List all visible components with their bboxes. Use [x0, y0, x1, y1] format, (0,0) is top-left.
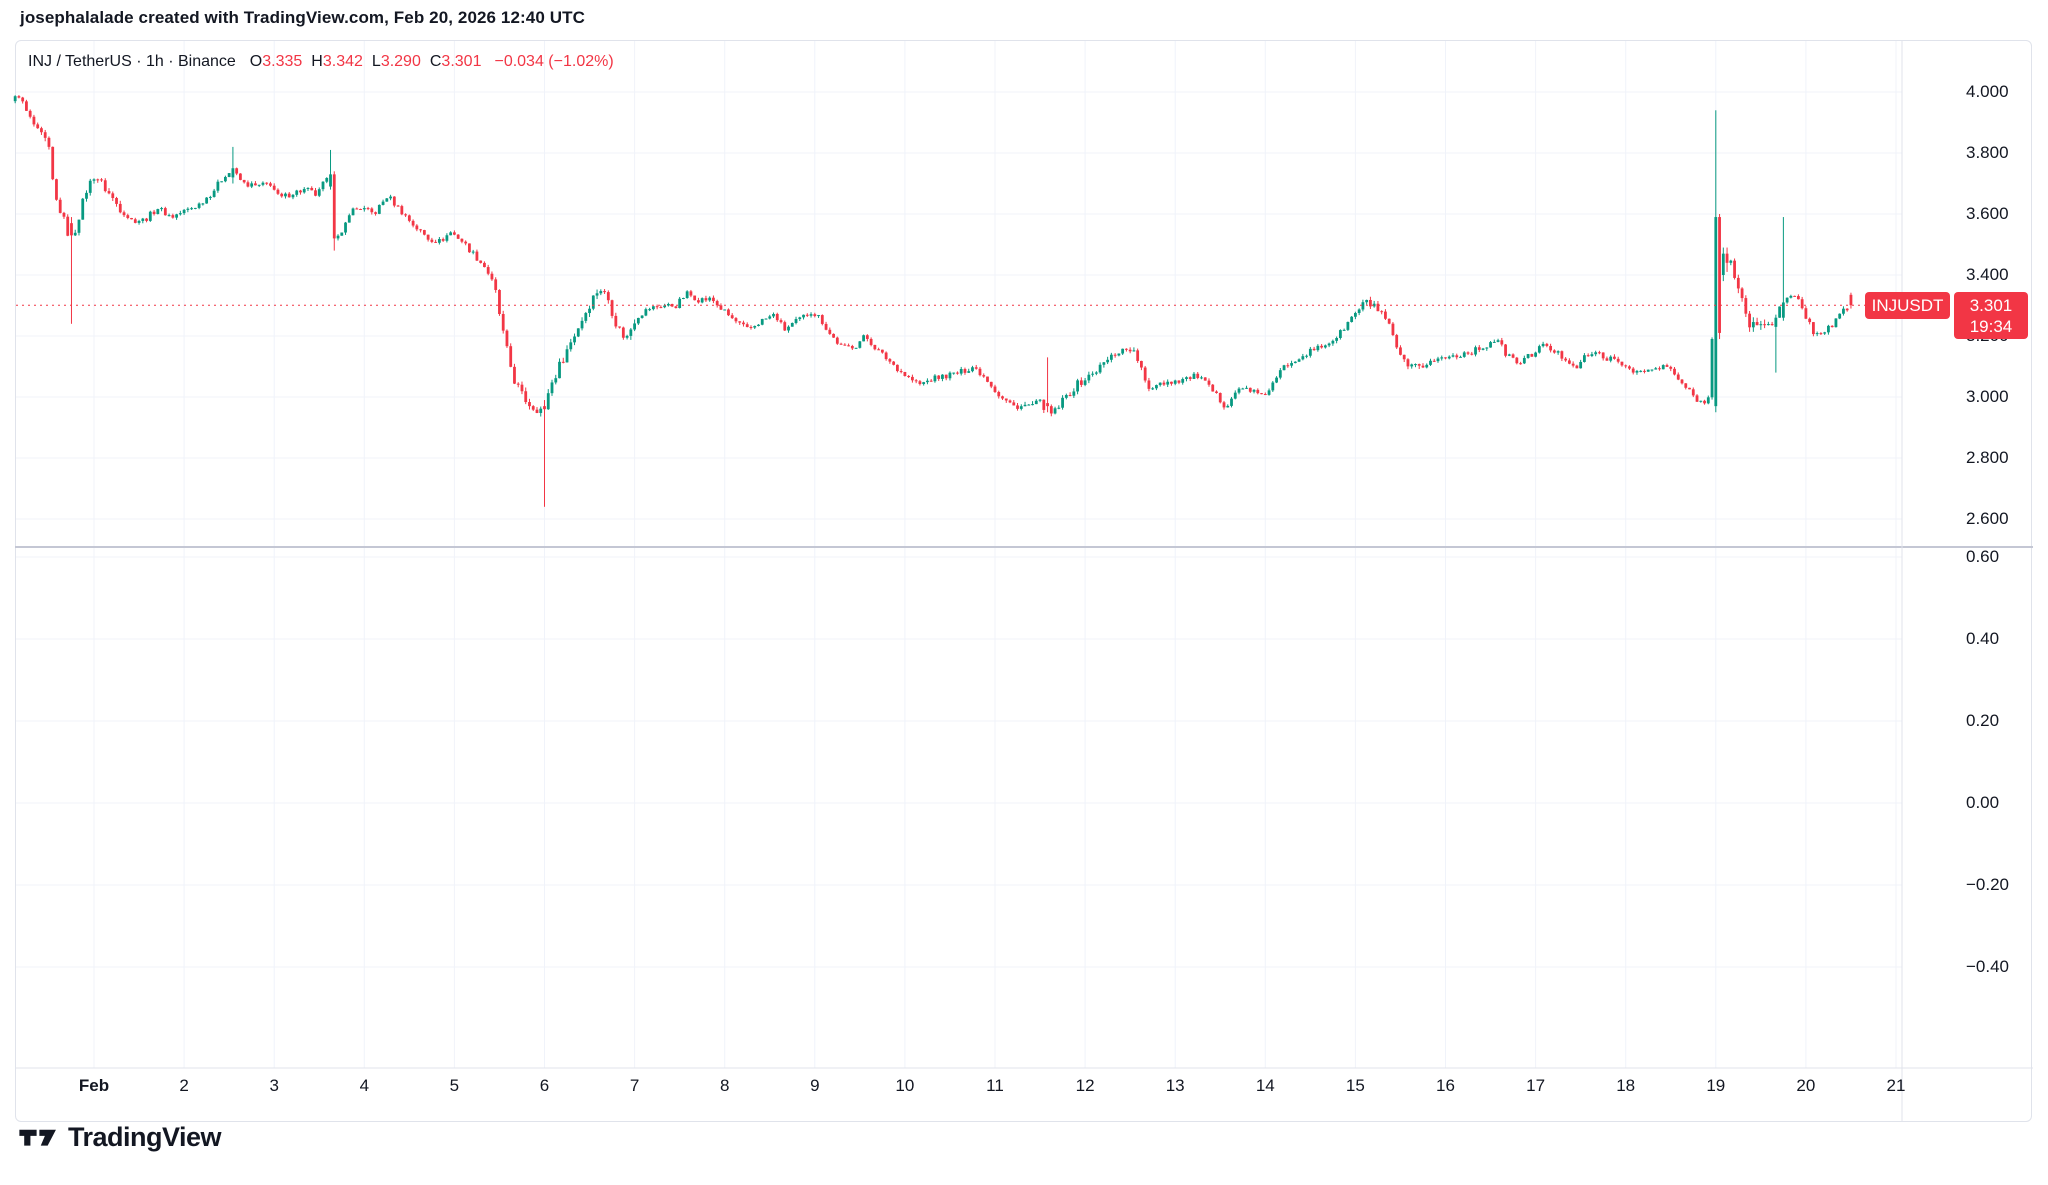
legend-ohlc-c: C3.301: [429, 53, 482, 70]
legend-ohlc-h: H3.342: [311, 53, 363, 70]
bar-countdown: 19:34: [1969, 316, 2013, 336]
time-tick-label: 16: [1436, 1076, 1455, 1095]
time-tick-label: 7: [629, 1076, 640, 1095]
candles-down: [17, 95, 1853, 507]
time-tick-label: 8: [719, 1076, 730, 1095]
price-tick-label: 2.800: [1966, 448, 2009, 467]
time-tick-label: 6: [539, 1076, 550, 1095]
price-tick-label: 2.600: [1966, 509, 2009, 528]
time-tick-label: Feb: [78, 1076, 110, 1095]
price-tick-label: 3.600: [1966, 204, 2009, 223]
legend-ohlc-values: O3.335 H3.342 L3.290 C3.301: [250, 53, 491, 70]
time-tick-label: 18: [1616, 1076, 1636, 1095]
symbol-price-tag-text: INJUSDT: [1871, 295, 1944, 315]
time-tick-label: 9: [810, 1076, 820, 1095]
indicator-tick-label: −0.40: [1966, 957, 2010, 976]
tradingview-logo[interactable]: TradingView: [18, 1122, 222, 1153]
time-tick-label: 3: [269, 1076, 279, 1095]
tradingview-logo-icon: [19, 1129, 56, 1146]
indicator-tick-label: 0.00: [1966, 793, 2000, 812]
last-price-value: 3.301: [1969, 295, 2013, 315]
last-price-label: 3.301 19:34: [1954, 292, 2028, 339]
time-tick-label: 21: [1886, 1076, 1906, 1095]
time-tick-label: 5: [449, 1076, 460, 1095]
legend-symbol-title: INJ / TetherUS · 1h · Binance: [28, 53, 236, 70]
time-tick-label: 19: [1706, 1076, 1726, 1095]
time-tick-label: 10: [895, 1076, 915, 1095]
legend-change-value: −0.034 (−1.02%): [494, 53, 614, 70]
time-tick-label: 20: [1796, 1076, 1816, 1095]
time-tick-label: 15: [1345, 1076, 1365, 1095]
chart-widget-frame: [15, 40, 2032, 1122]
legend-ohlc-l: L3.290: [371, 53, 421, 70]
price-tick-label: 3.000: [1966, 387, 2009, 406]
price-tick-label: 3.400: [1966, 265, 2009, 284]
time-tick-label: 13: [1165, 1076, 1185, 1095]
time-tick-label: 4: [359, 1076, 370, 1095]
attribution-text: josephalalade created with TradingView.c…: [20, 8, 585, 27]
legend-ohlc-o: O3.335: [249, 53, 303, 70]
indicator-tick-label: 0.40: [1966, 629, 2000, 648]
chart-legend: INJ / TetherUS · 1h · Binance O3.335 H3.34…: [28, 53, 614, 71]
time-tick-label: 12: [1075, 1076, 1095, 1095]
candles-up: [13, 95, 1845, 417]
time-tick-label: 14: [1255, 1076, 1275, 1095]
price-tick-label: 4.000: [1966, 82, 2009, 101]
symbol-price-tag: INJUSDT: [1865, 292, 1950, 319]
time-tick-label: 17: [1526, 1076, 1546, 1095]
time-tick-label: 2: [179, 1076, 189, 1095]
time-tick-label: 11: [986, 1076, 1004, 1095]
indicator-tick-label: −0.20: [1966, 875, 2010, 894]
indicator-tick-label: 0.60: [1966, 547, 2000, 566]
indicator-tick-label: 0.20: [1966, 711, 2000, 730]
price-tick-label: 3.800: [1966, 143, 2009, 162]
tradingview-logo-text: TradingView: [68, 1122, 222, 1152]
